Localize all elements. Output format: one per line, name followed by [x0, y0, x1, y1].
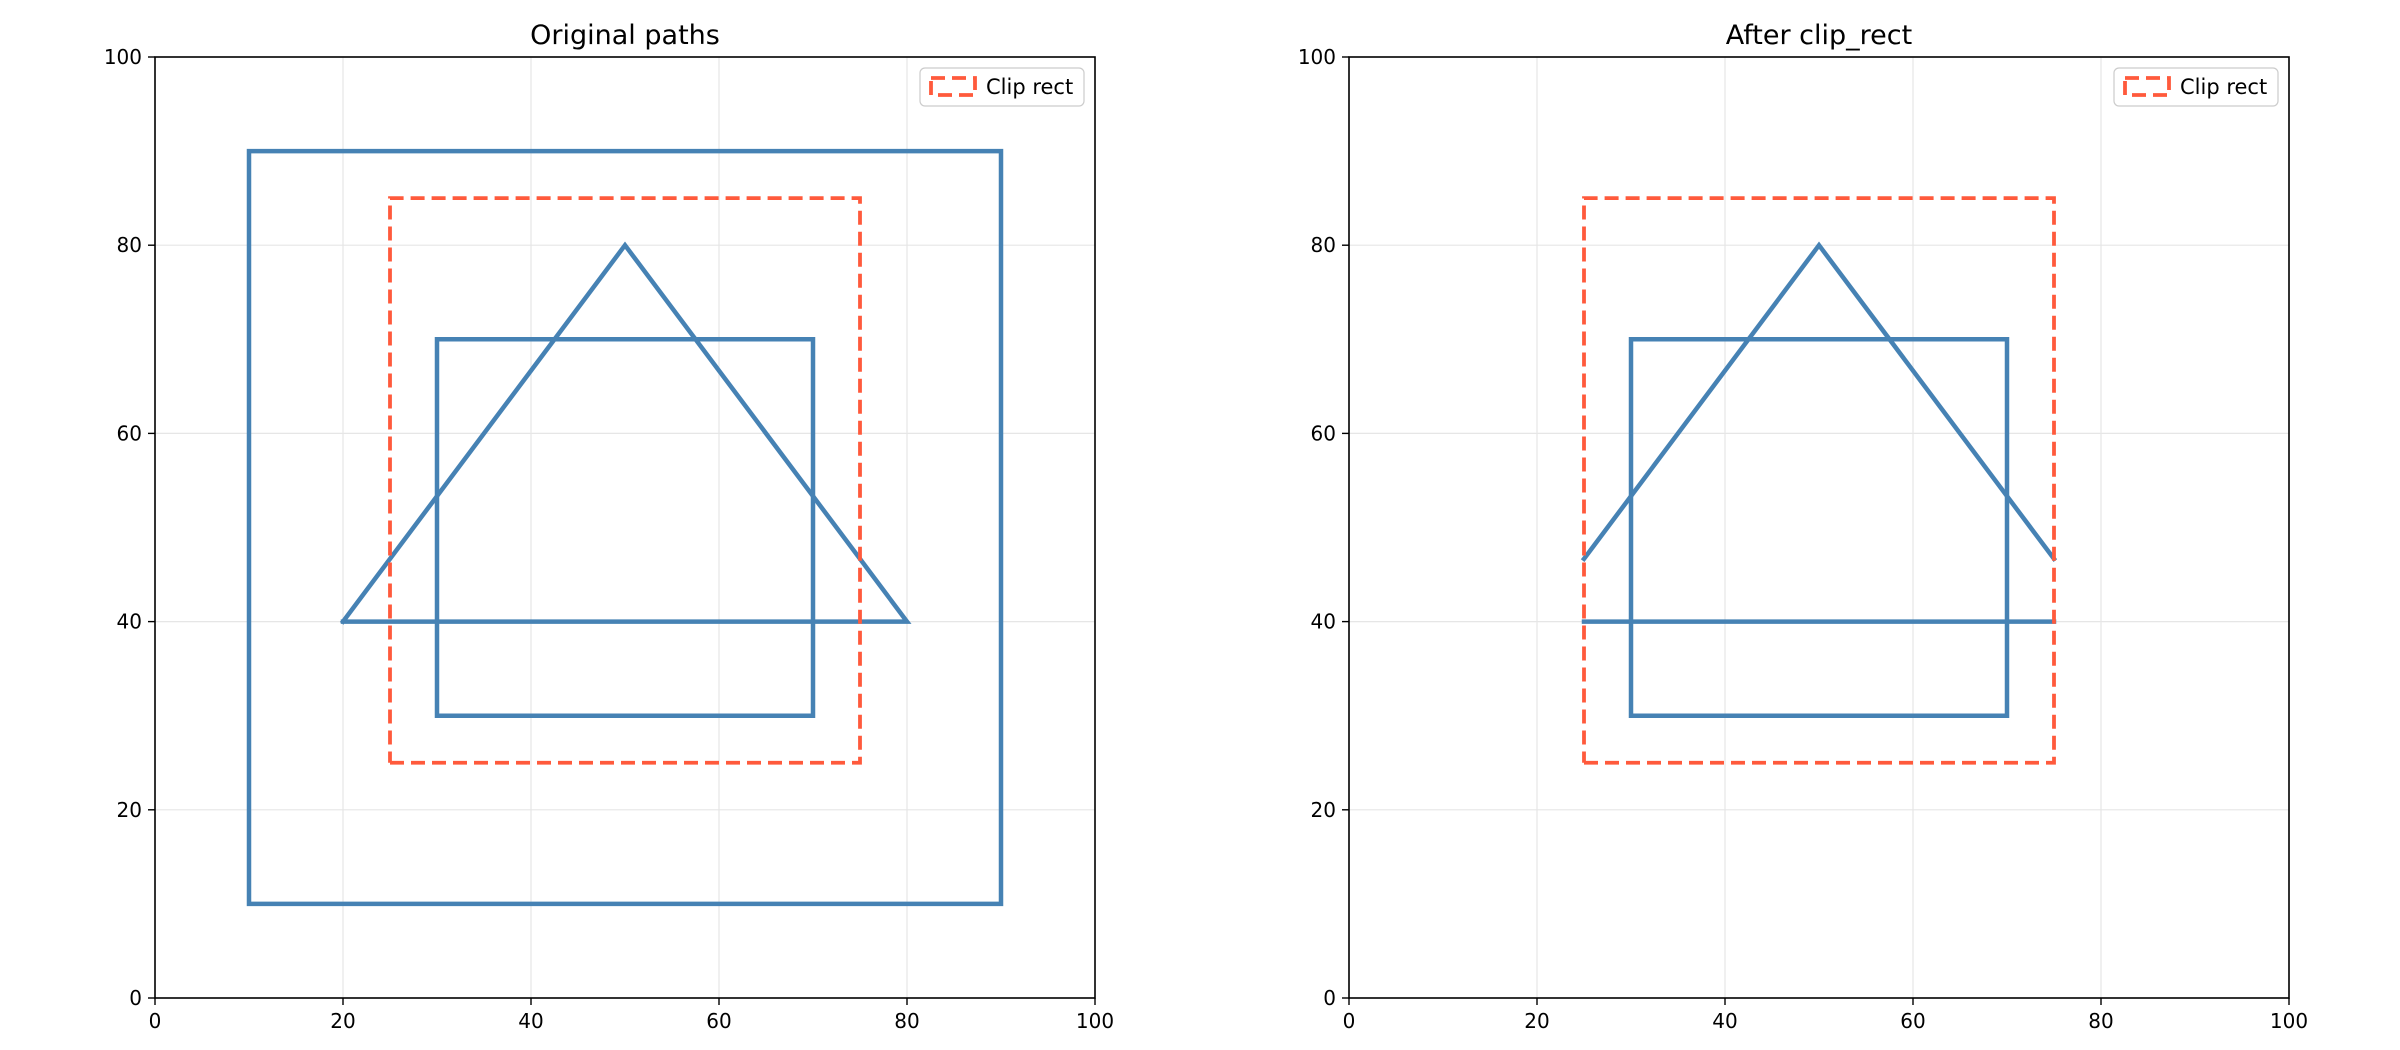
legend-label: Clip rect: [986, 75, 1073, 99]
y-tick-label: 100: [104, 45, 142, 69]
chart-panel-2: 0 20 40 60 80 100 0 20 40 60 80 100 After clip_rect C…: [1298, 20, 2308, 1033]
x-tick-label: 80: [2088, 1009, 2113, 1033]
clip-rect-outline: [388, 196, 862, 765]
x-tick-label: 40: [518, 1009, 543, 1033]
y-tick-label: 40: [117, 610, 142, 634]
axes-frame: [1348, 56, 2290, 999]
y-tick-label: 80: [117, 233, 142, 257]
y-tick-label: 100: [1298, 45, 1336, 69]
axes-frame: [154, 56, 1096, 999]
y-tick-label: 0: [1323, 986, 1336, 1010]
path-series-1: [246, 148, 1004, 907]
x-tick-label: 0: [1343, 1009, 1356, 1033]
y-tick-label: 40: [1311, 610, 1336, 634]
legend-swatch: [2123, 76, 2171, 97]
x-tick-label: 0: [149, 1009, 162, 1033]
legend-swatch: [929, 76, 977, 97]
chart-title: Original paths: [530, 20, 720, 51]
path-series-2: [434, 337, 816, 718]
x-tick-label: 20: [1524, 1009, 1549, 1033]
plot-area: [1349, 57, 2289, 998]
x-tick-label: 60: [1900, 1009, 1925, 1033]
x-tick-label: 100: [1076, 1009, 1114, 1033]
chart-title: After clip_rect: [1726, 20, 1912, 51]
y-tick-label: 60: [1311, 421, 1336, 445]
x-tick-label: 80: [894, 1009, 919, 1033]
legend: Clip rect: [919, 67, 1085, 107]
x-tick-label: 100: [2270, 1009, 2308, 1033]
plot-area: [155, 57, 1095, 998]
legend-label: Clip rect: [2180, 75, 2267, 99]
chart-panel-1: 0 20 40 60 80 100 0 20 40 60 80 100 Original paths Cl…: [104, 20, 1114, 1033]
x-tick-label: 60: [706, 1009, 731, 1033]
y-tick-label: 60: [117, 421, 142, 445]
legend: Clip rect: [2113, 67, 2279, 107]
y-tick-label: 20: [1311, 798, 1336, 822]
x-tick-label: 40: [1712, 1009, 1737, 1033]
path-series-3: [339, 241, 912, 625]
path-series-1: [1628, 337, 2010, 718]
y-tick-label: 0: [129, 986, 142, 1010]
clip-rect-outline: [1582, 196, 2056, 765]
y-tick-label: 80: [1311, 233, 1336, 257]
x-tick-label: 20: [330, 1009, 355, 1033]
path-series-2: [1580, 241, 2058, 562]
y-tick-label: 20: [117, 798, 142, 822]
